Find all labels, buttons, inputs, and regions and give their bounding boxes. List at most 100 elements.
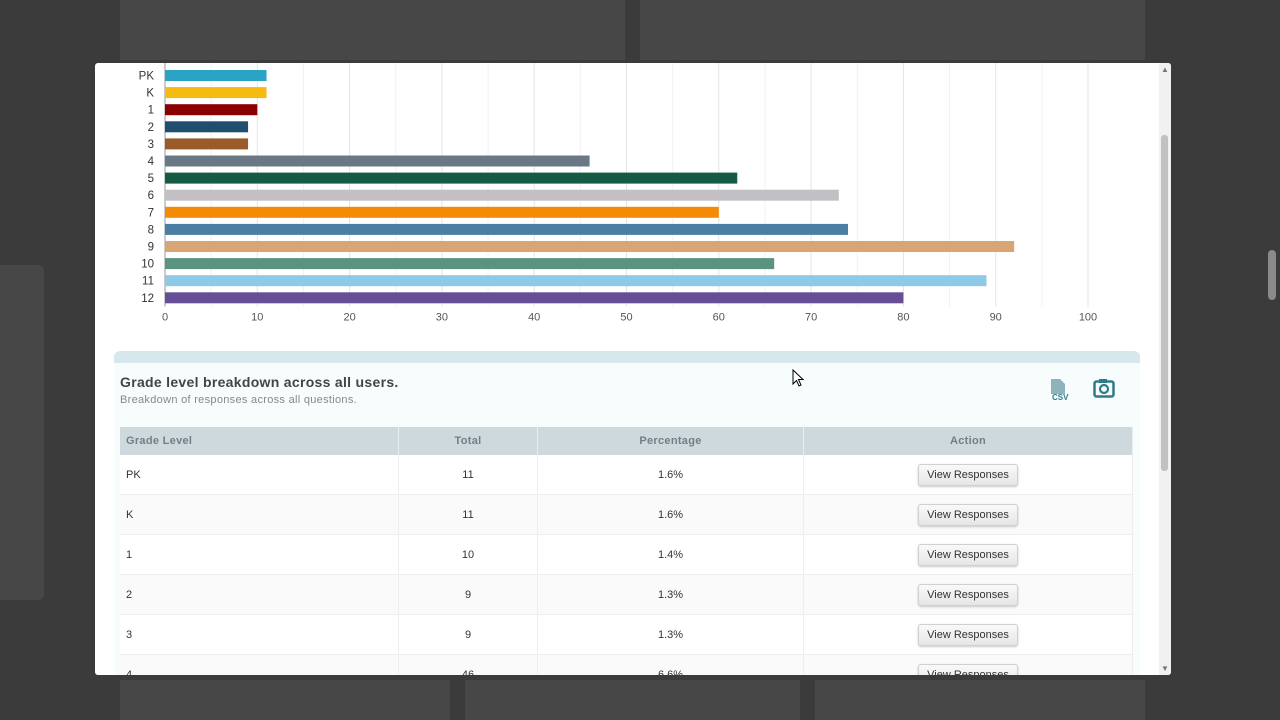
background-card [120, 0, 625, 60]
y-tick-label: 5 [148, 173, 154, 185]
x-tick-label: 40 [528, 311, 540, 323]
scroll-up-arrow-icon[interactable]: ▲ [1161, 65, 1169, 74]
header-grade-level[interactable]: Grade Level [120, 427, 399, 455]
csv-label: CSV [1052, 393, 1069, 402]
camera-screenshot-icon[interactable] [1093, 378, 1115, 403]
x-tick-label: 90 [990, 311, 1002, 323]
y-tick-label: 10 [141, 259, 154, 271]
y-tick-label: 2 [148, 122, 154, 134]
bar-pk [165, 70, 267, 81]
bar-4 [165, 155, 590, 167]
bar-k [165, 87, 267, 99]
modal-scrollbar-thumb[interactable] [1161, 135, 1168, 471]
background-card [120, 680, 450, 720]
y-tick-label: 11 [142, 276, 154, 288]
y-tick-label: 3 [148, 139, 154, 151]
table-row: 2 9 1.3% View Responses [120, 574, 1133, 615]
bar-1 [165, 104, 258, 116]
table-row: 1 10 1.4% View Responses [120, 534, 1133, 575]
cell-percentage: 1.3% [537, 614, 804, 655]
cell-action: View Responses [803, 534, 1133, 575]
bar-2 [165, 121, 249, 133]
bar-7 [165, 206, 719, 218]
x-tick-label: 100 [1079, 311, 1097, 323]
table-row: K 11 1.6% View Responses [120, 494, 1133, 535]
bar-10 [165, 258, 775, 270]
y-tick-label: 6 [148, 190, 154, 202]
y-tick-label: PK [139, 71, 155, 83]
header-action: Action [803, 427, 1133, 455]
x-tick-label: 70 [805, 311, 817, 323]
y-tick-label: 1 [148, 105, 154, 117]
cell-action: View Responses [803, 654, 1133, 675]
cell-grade: 3 [120, 614, 399, 655]
header-total[interactable]: Total [398, 427, 538, 455]
scroll-down-arrow-icon[interactable]: ▼ [1161, 664, 1169, 673]
view-responses-button[interactable]: View Responses [918, 463, 1018, 486]
grade-table: Grade Level Total Percentage Action PK 1… [120, 427, 1133, 675]
cell-grade: PK [120, 455, 399, 495]
cell-percentage: 1.6% [537, 494, 804, 535]
cell-total: 11 [398, 455, 538, 495]
cell-grade: K [120, 494, 399, 535]
card-title: Grade level breakdown across all users. [120, 374, 399, 390]
view-responses-button[interactable]: View Responses [918, 583, 1018, 606]
background-card [640, 0, 1145, 60]
header-percentage[interactable]: Percentage [537, 427, 804, 455]
cell-action: View Responses [803, 494, 1133, 535]
table-row: PK 11 1.6% View Responses [120, 455, 1133, 495]
page-scrollbar[interactable] [1268, 250, 1276, 300]
y-tick-label: 12 [141, 293, 154, 305]
bar-12 [165, 292, 904, 304]
background-card [465, 680, 800, 720]
x-tick-label: 0 [162, 311, 168, 323]
bar-5 [165, 172, 738, 184]
x-tick-label: 30 [436, 311, 448, 323]
y-tick-label: 8 [148, 224, 154, 236]
csv-export-icon[interactable]: CSV [1048, 378, 1070, 407]
cell-total: 10 [398, 534, 538, 575]
y-tick-label: 7 [148, 207, 154, 219]
y-tick-label: 4 [148, 156, 155, 168]
cell-grade: 4 [120, 654, 399, 675]
cell-action: View Responses [803, 574, 1133, 615]
bar-6 [165, 189, 839, 201]
view-responses-button[interactable]: View Responses [918, 543, 1018, 566]
view-responses-button[interactable]: View Responses [918, 663, 1018, 675]
table-row: 4 46 6.6% View Responses [120, 654, 1133, 675]
x-tick-label: 80 [897, 311, 909, 323]
cell-percentage: 1.3% [537, 574, 804, 615]
bar-3 [165, 138, 249, 150]
view-responses-button[interactable]: View Responses [918, 623, 1018, 646]
card-subtitle: Breakdown of responses across all questi… [120, 394, 357, 406]
background-sidebar [0, 265, 44, 600]
cell-total: 9 [398, 574, 538, 615]
x-tick-label: 10 [251, 311, 263, 323]
cell-total: 46 [398, 654, 538, 675]
modal-dialog: PK K 1 2 3 4 5 6 7 8 9 10 11 12 0 10 20 30 40 50 60 70 80 90 100… [95, 63, 1171, 675]
x-tick-label: 60 [713, 311, 725, 323]
mouse-cursor-icon [792, 369, 804, 387]
cell-action: View Responses [803, 455, 1133, 495]
y-tick-label: K [146, 88, 154, 100]
table-header-row: Grade Level Total Percentage Action [120, 427, 1133, 455]
background-card [815, 680, 1145, 720]
bar-8 [165, 223, 849, 235]
cell-action: View Responses [803, 614, 1133, 655]
bar-11 [165, 275, 987, 287]
cell-percentage: 1.6% [537, 455, 804, 495]
cell-percentage: 6.6% [537, 654, 804, 675]
x-tick-label: 20 [343, 311, 355, 323]
cell-grade: 1 [120, 534, 399, 575]
cell-grade: 2 [120, 574, 399, 615]
modal-scrollbar[interactable]: ▲ ▼ [1159, 63, 1171, 675]
cell-total: 11 [398, 494, 538, 535]
table-row: 3 9 1.3% View Responses [120, 614, 1133, 655]
y-tick-label: 9 [148, 242, 154, 254]
cell-total: 9 [398, 614, 538, 655]
grade-breakdown-card: Grade level breakdown across all users. … [114, 351, 1140, 675]
view-responses-button[interactable]: View Responses [918, 503, 1018, 526]
bar-9 [165, 241, 1015, 252]
x-tick-label: 50 [620, 311, 632, 323]
